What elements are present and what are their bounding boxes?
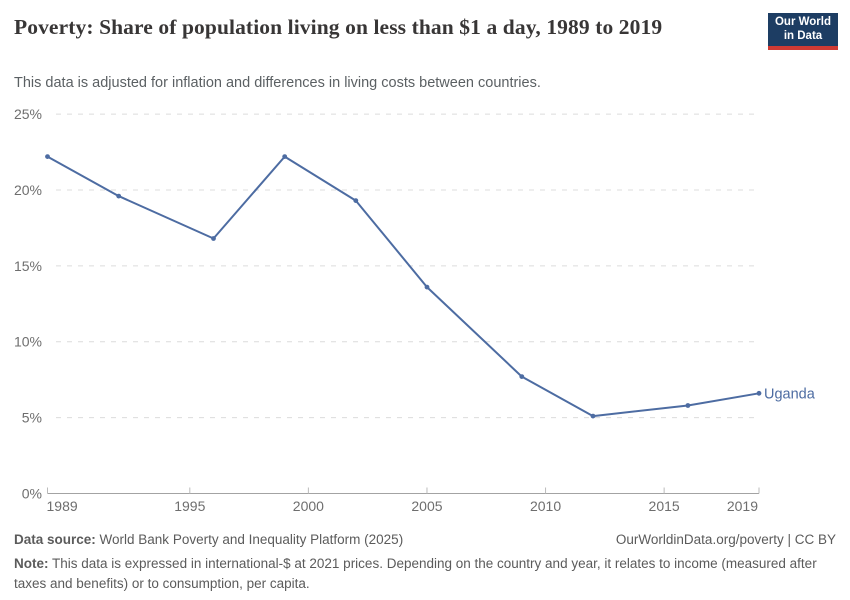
page-title: Poverty: Share of population living on l… bbox=[14, 15, 663, 39]
data-source-text: World Bank Poverty and Inequality Platfo… bbox=[95, 532, 404, 547]
y-axis-tick-label: 0% bbox=[22, 486, 42, 502]
series-entity-label: Uganda bbox=[764, 386, 816, 402]
data-point bbox=[116, 193, 122, 199]
owid-logo-line1: Our World bbox=[774, 15, 831, 28]
owid-logo-line2: in Data bbox=[783, 29, 823, 42]
note-label: Note: bbox=[14, 556, 49, 571]
note-text: This data is expressed in international-… bbox=[14, 556, 817, 592]
chart-footer: Data source: World Bank Poverty and Ineq… bbox=[14, 532, 836, 595]
chart-subtitle: This data is adjusted for inflation and … bbox=[14, 75, 541, 91]
data-point bbox=[211, 236, 216, 241]
data-point bbox=[424, 284, 430, 290]
y-axis-tick-label: 10% bbox=[14, 334, 42, 350]
x-axis-tick-label: 2005 bbox=[411, 498, 442, 514]
x-axis-tick-label: 1989 bbox=[47, 498, 78, 514]
y-axis-tick-label: 5% bbox=[22, 410, 42, 426]
attribution-link[interactable]: OurWorldinData.org/poverty | CC BY bbox=[615, 532, 836, 547]
owid-logo: Our World in Data bbox=[768, 13, 838, 50]
data-point bbox=[590, 413, 596, 419]
y-axis-tick-label: 20% bbox=[14, 182, 42, 198]
x-axis-tick-label: 2000 bbox=[293, 498, 324, 514]
x-axis-tick-label: 2010 bbox=[530, 498, 561, 514]
y-axis-tick-label: 25% bbox=[14, 106, 42, 122]
x-axis-tick-label: 2015 bbox=[649, 498, 680, 514]
x-axis-tick-label: 1995 bbox=[174, 498, 205, 514]
data-point bbox=[282, 154, 288, 160]
chart-note: Note: This data is expressed in internat… bbox=[14, 554, 836, 595]
data-point bbox=[685, 403, 691, 408]
y-axis-tick-label: 15% bbox=[14, 258, 42, 274]
data-point bbox=[353, 198, 359, 204]
data-point bbox=[45, 154, 50, 160]
data-source: Data source: World Bank Poverty and Ineq… bbox=[14, 532, 403, 547]
data-point bbox=[756, 390, 762, 396]
data-point bbox=[519, 374, 525, 379]
data-line bbox=[46, 155, 760, 418]
x-axis-tick-label: 2019 bbox=[727, 498, 758, 514]
data-source-label: Data source: bbox=[14, 532, 96, 547]
